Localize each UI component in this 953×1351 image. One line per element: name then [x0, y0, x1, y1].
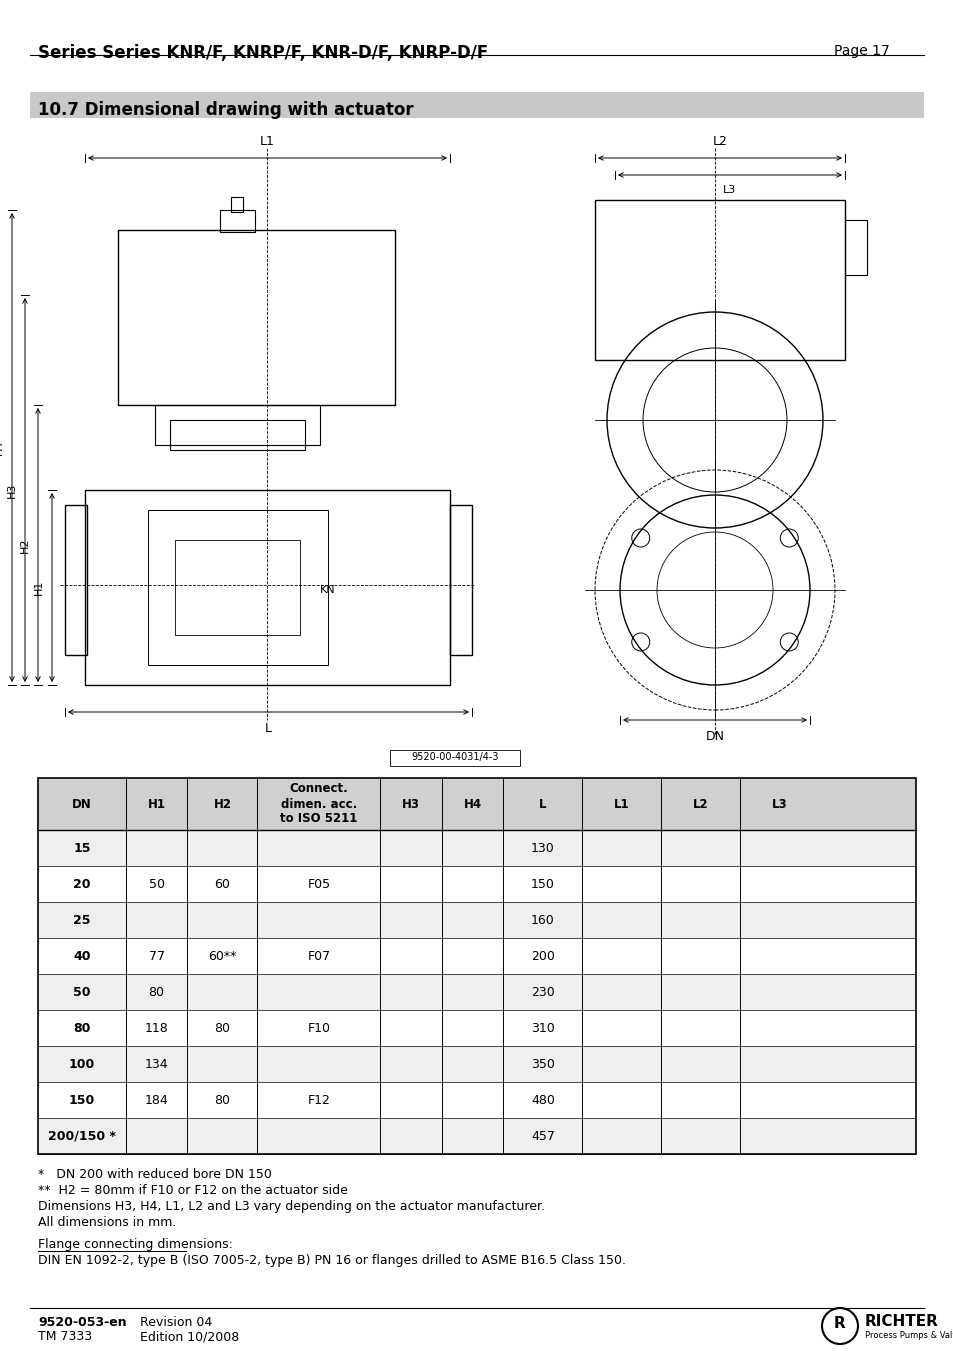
Text: Page 17: Page 17 [833, 45, 889, 58]
Text: TM 7333: TM 7333 [38, 1329, 92, 1343]
Text: 200/150 *: 200/150 * [48, 1129, 115, 1143]
Text: **  H2 = 80mm if F10 or F12 on the actuator side: ** H2 = 80mm if F10 or F12 on the actuat… [38, 1183, 348, 1197]
Bar [118, 230, 395, 405]
Text: 80: 80 [214, 1093, 230, 1106]
Text: F07: F07 [307, 950, 330, 962]
Bar [231, 197, 243, 212]
Text: F12: F12 [307, 1093, 330, 1106]
Bar [38, 902, 915, 938]
Bar [38, 1119, 915, 1154]
Bar [85, 490, 450, 685]
Text: L3: L3 [771, 797, 787, 811]
Text: 134: 134 [145, 1058, 168, 1070]
Text: H3: H3 [402, 797, 419, 811]
Bar [38, 866, 915, 902]
Bar [148, 509, 328, 665]
Text: Series Series KNR/F, KNRP/F, KNR-D/F, KNRP-D/F: Series Series KNR/F, KNRP/F, KNR-D/F, KN… [38, 45, 488, 62]
Text: 60**: 60** [208, 950, 236, 962]
Text: 77: 77 [149, 950, 164, 962]
Text: DIN EN 1092-2, type B (ISO 7005-2, type B) PN 16 or flanges drilled to ASME B16.: DIN EN 1092-2, type B (ISO 7005-2, type … [38, 1254, 625, 1267]
Bar [38, 974, 915, 1011]
Text: 130: 130 [531, 842, 554, 854]
Bar [38, 1046, 915, 1082]
Text: L: L [538, 797, 546, 811]
Text: 20: 20 [73, 878, 91, 890]
Text: H3: H3 [7, 482, 17, 497]
Text: 150: 150 [69, 1093, 95, 1106]
Bar [154, 405, 319, 444]
Text: 480: 480 [531, 1093, 555, 1106]
Text: 50: 50 [73, 985, 91, 998]
Text: L3: L3 [722, 185, 736, 195]
Text: Connect.
dimen. acc.
to ISO 5211: Connect. dimen. acc. to ISO 5211 [280, 782, 357, 825]
Text: KN: KN [319, 585, 335, 594]
Text: *   DN 200 with reduced bore DN 150: * DN 200 with reduced bore DN 150 [38, 1169, 272, 1181]
Text: 80: 80 [149, 985, 164, 998]
Text: H1: H1 [148, 797, 166, 811]
Text: Edition 10/2008: Edition 10/2008 [140, 1329, 239, 1343]
Text: Revision 04: Revision 04 [140, 1316, 212, 1329]
Text: L2: L2 [692, 797, 708, 811]
Bar [38, 830, 915, 866]
Text: 25: 25 [73, 913, 91, 927]
Text: H1: H1 [34, 580, 44, 596]
Text: DN: DN [71, 797, 91, 811]
Bar [38, 1082, 915, 1119]
Text: H2: H2 [213, 797, 232, 811]
Bar [38, 778, 915, 830]
Text: RICHTER: RICHTER [864, 1313, 938, 1328]
Text: All dimensions in mm.: All dimensions in mm. [38, 1216, 176, 1229]
Text: 150: 150 [531, 878, 555, 890]
Text: 10.7 Dimensional drawing with actuator: 10.7 Dimensional drawing with actuator [38, 101, 414, 119]
Text: 15: 15 [73, 842, 91, 854]
Text: R: R [833, 1316, 845, 1332]
Text: 230: 230 [531, 985, 554, 998]
Text: 200: 200 [531, 950, 555, 962]
Text: H2: H2 [20, 538, 30, 553]
Text: H4: H4 [463, 797, 481, 811]
Text: 60: 60 [214, 878, 230, 890]
Bar [30, 92, 923, 118]
Text: Process Pumps & Valves: Process Pumps & Valves [864, 1332, 953, 1340]
Text: 118: 118 [145, 1021, 169, 1035]
Text: DN: DN [705, 730, 723, 743]
Text: Dimensions H3, H4, L1, L2 and L3 vary depending on the actuator manufacturer.: Dimensions H3, H4, L1, L2 and L3 vary de… [38, 1200, 544, 1213]
Text: 457: 457 [531, 1129, 555, 1143]
Bar [844, 220, 866, 276]
Bar [450, 505, 472, 655]
Text: 80: 80 [214, 1021, 230, 1035]
Bar [65, 505, 87, 655]
Text: F05: F05 [307, 878, 330, 890]
Text: 184: 184 [145, 1093, 169, 1106]
Text: 9520-053-en: 9520-053-en [38, 1316, 127, 1329]
Text: L: L [265, 721, 272, 735]
Text: F10: F10 [307, 1021, 330, 1035]
Bar [390, 750, 519, 766]
Text: L1: L1 [614, 797, 629, 811]
Text: 310: 310 [531, 1021, 554, 1035]
Text: 350: 350 [531, 1058, 555, 1070]
Bar [174, 540, 299, 635]
Bar [220, 209, 254, 232]
Text: 50: 50 [149, 878, 164, 890]
Bar [170, 420, 305, 450]
Bar [38, 938, 915, 974]
Text: L2: L2 [712, 135, 727, 149]
Text: 9520-00-4031/4-3: 9520-00-4031/4-3 [411, 753, 498, 762]
Text: 40: 40 [73, 950, 91, 962]
Text: 160: 160 [531, 913, 554, 927]
Text: 80: 80 [73, 1021, 91, 1035]
Bar [595, 200, 844, 359]
Text: 100: 100 [69, 1058, 95, 1070]
Bar [38, 778, 915, 1154]
Text: L1: L1 [260, 135, 274, 149]
Text: H4: H4 [0, 439, 4, 455]
Text: Flange connecting dimensions:: Flange connecting dimensions: [38, 1238, 233, 1251]
Bar [38, 1011, 915, 1046]
